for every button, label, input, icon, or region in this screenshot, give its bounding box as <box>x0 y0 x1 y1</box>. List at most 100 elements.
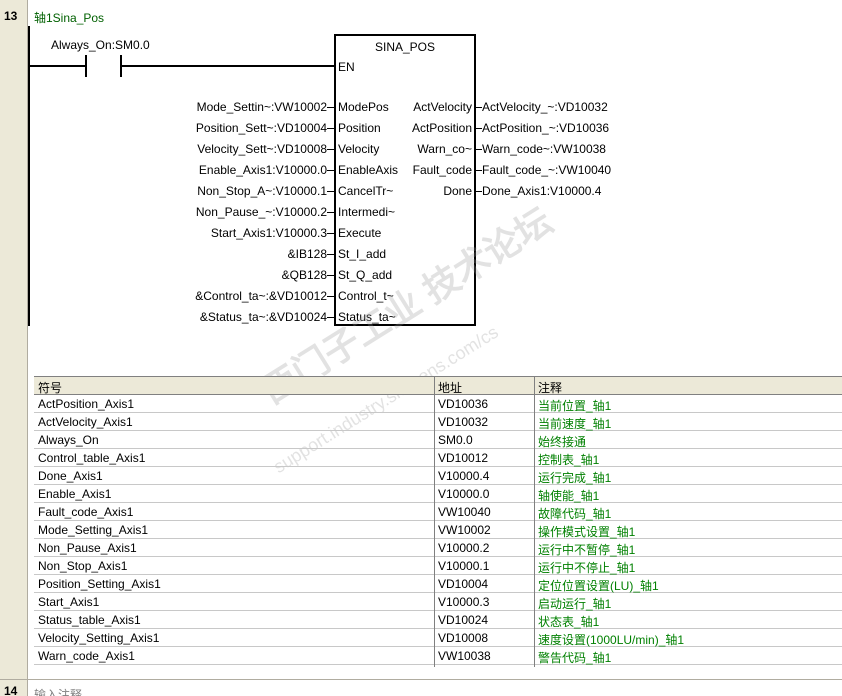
input-operand[interactable]: Position_Sett~:VD10004 <box>195 121 327 135</box>
input-operand[interactable]: Mode_Settin~:VW10002 <box>196 100 327 114</box>
comment-cell[interactable]: 启动运行_轴1 <box>538 597 612 611</box>
input-pin-wire <box>327 170 334 171</box>
comment-cell[interactable]: 始终接通 <box>538 435 587 449</box>
input-operand[interactable]: &QB128 <box>281 268 327 282</box>
address-cell[interactable]: V10000.3 <box>438 595 490 609</box>
input-pin: Execute <box>338 226 382 240</box>
input-pin-wire <box>327 254 334 255</box>
symbol-cell[interactable]: Fault_code_Axis1 <box>38 505 134 519</box>
contact-right-bar[interactable] <box>120 55 122 77</box>
symbol-cell[interactable]: Warn_code_Axis1 <box>38 649 135 663</box>
symbol-cell[interactable]: ActVelocity_Axis1 <box>38 415 133 429</box>
address-cell[interactable]: VD10036 <box>438 397 489 411</box>
table-row[interactable]: Always_On SM0.0 始终接通 <box>34 431 842 449</box>
symbol-cell[interactable]: Mode_Setting_Axis1 <box>38 523 149 537</box>
table-row[interactable]: Warn_code_Axis1 VW10038 警告代码_轴1 <box>34 647 842 665</box>
output-operand[interactable]: Warn_code~:VW10038 <box>482 142 606 156</box>
table-row[interactable]: Start_Axis1 V10000.3 启动运行_轴1 <box>34 593 842 611</box>
comment-cell[interactable]: 警告代码_轴1 <box>538 651 612 665</box>
address-cell[interactable]: V10000.0 <box>438 487 490 501</box>
input-operand[interactable]: Enable_Axis1:V10000.0 <box>198 163 327 177</box>
address-cell[interactable]: VD10032 <box>438 415 489 429</box>
address-cell[interactable]: SM0.0 <box>438 433 473 447</box>
comment-cell[interactable]: 定位位置设置(LU)_轴1 <box>538 579 659 593</box>
header-comment[interactable]: 注释 <box>538 381 563 395</box>
comment-cell[interactable]: 速度设置(1000LU/min)_轴1 <box>538 633 685 647</box>
symbol-cell[interactable]: Non_Stop_Axis1 <box>38 559 128 573</box>
address-cell[interactable]: VW10002 <box>438 523 491 537</box>
table-row[interactable]: Position_Setting_Axis1 VD10004 定位位置设置(LU)_… <box>34 575 842 593</box>
address-cell[interactable]: VD10004 <box>438 577 489 591</box>
symbol-cell[interactable]: Enable_Axis1 <box>38 487 112 501</box>
symbol-table: 符号 地址 注释 ActPosition_Axis1 VD10036 当前位置_轴1… <box>34 376 842 667</box>
table-row[interactable]: Fault_code_Axis1 VW10040 故障代码_轴1 <box>34 503 842 521</box>
input-operand[interactable]: Velocity_Sett~:VD10008 <box>197 142 327 156</box>
table-row[interactable]: Done_Axis1 V10000.4 运行完成_轴1 <box>34 467 842 485</box>
symbol-cell[interactable]: Start_Axis1 <box>38 595 100 609</box>
input-operand[interactable]: &IB128 <box>287 247 327 261</box>
address-cell[interactable]: VD10008 <box>438 631 489 645</box>
comment-cell[interactable]: 运行完成_轴1 <box>538 471 612 485</box>
comment-cell[interactable]: 状态表_轴1 <box>538 615 600 629</box>
input-pin: Control_t~ <box>338 289 394 303</box>
comment-cell[interactable]: 当前速度_轴1 <box>538 417 612 431</box>
symbol-cell[interactable]: Velocity_Setting_Axis1 <box>38 631 160 645</box>
network-comment[interactable]: 输入注释 <box>34 688 83 696</box>
symbol-cell[interactable]: Non_Pause_Axis1 <box>38 541 137 555</box>
network-title[interactable]: 轴1Sina_Pos <box>34 11 105 25</box>
header-symbol[interactable]: 符号 <box>38 381 63 395</box>
input-pin: Velocity <box>338 142 380 156</box>
output-pin-wire <box>476 191 482 192</box>
input-pin: CancelTr~ <box>338 184 394 198</box>
comment-cell[interactable]: 操作模式设置_轴1 <box>538 525 636 539</box>
table-row[interactable]: Status_table_Axis1 VD10024 状态表_轴1 <box>34 611 842 629</box>
input-operand[interactable]: &Status_ta~:&VD10024 <box>199 310 327 324</box>
table-row[interactable]: Velocity_Setting_Axis1 VD10008 速度设置(1000LU… <box>34 629 842 647</box>
output-pin-wire <box>476 149 482 150</box>
input-operand[interactable]: Non_Stop_A~:V10000.1 <box>197 184 327 198</box>
header-address[interactable]: 地址 <box>438 381 463 395</box>
output-operand[interactable]: Fault_code_~:VW10040 <box>482 163 612 177</box>
input-operand[interactable]: Start_Axis1:V10000.3 <box>210 226 327 240</box>
output-pin-wire <box>476 107 482 108</box>
symbol-cell[interactable]: ActPosition_Axis1 <box>38 397 135 411</box>
symbol-cell[interactable]: Status_table_Axis1 <box>38 613 141 627</box>
address-cell[interactable]: VD10024 <box>438 613 489 627</box>
symbol-cell[interactable]: Control_table_Axis1 <box>38 451 146 465</box>
address-cell[interactable]: VW10040 <box>438 505 491 519</box>
comment-cell[interactable]: 故障代码_轴1 <box>538 507 612 521</box>
address-cell[interactable]: VW10038 <box>438 649 491 663</box>
comment-cell[interactable]: 控制表_轴1 <box>538 453 600 467</box>
input-operand[interactable]: &Control_ta~:&VD10012 <box>195 289 327 303</box>
address-cell[interactable]: VD10012 <box>438 451 489 465</box>
output-operand[interactable]: ActPosition_~:VD10036 <box>482 121 610 135</box>
contact-left-bar[interactable] <box>85 55 87 77</box>
symbol-cell[interactable]: Done_Axis1 <box>38 469 103 483</box>
table-row[interactable]: Non_Stop_Axis1 V10000.1 运行中不停止_轴1 <box>34 557 842 575</box>
table-row[interactable]: ActVelocity_Axis1 VD10032 当前速度_轴1 <box>34 413 842 431</box>
table-row[interactable]: Control_table_Axis1 VD10012 控制表_轴1 <box>34 449 842 467</box>
rung-wire-left <box>30 65 85 67</box>
column-divider <box>434 377 435 667</box>
table-row[interactable]: Mode_Setting_Axis1 VW10002 操作模式设置_轴1 <box>34 521 842 539</box>
comment-cell[interactable]: 运行中不暂停_轴1 <box>538 543 636 557</box>
input-operand[interactable]: Non_Pause_~:V10000.2 <box>195 205 327 219</box>
table-row[interactable]: Enable_Axis1 V10000.0 轴使能_轴1 <box>34 485 842 503</box>
output-operand[interactable]: Done_Axis1:V10000.4 <box>482 184 602 198</box>
address-cell[interactable]: V10000.2 <box>438 541 490 555</box>
output-operand[interactable]: ActVelocity_~:VD10032 <box>482 100 608 114</box>
comment-cell[interactable]: 运行中不停止_轴1 <box>538 561 636 575</box>
comment-cell[interactable]: 当前位置_轴1 <box>538 399 612 413</box>
comment-cell[interactable]: 轴使能_轴1 <box>538 489 600 503</box>
symbol-cell[interactable]: Position_Setting_Axis1 <box>38 577 161 591</box>
symbol-cell[interactable]: Always_On <box>38 433 99 447</box>
sina-pos-block[interactable]: SINA_POS EN ModePos Position Velocity Enabl… <box>334 34 476 326</box>
table-row[interactable]: ActPosition_Axis1 VD10036 当前位置_轴1 <box>34 395 842 413</box>
input-pin-wire <box>327 149 334 150</box>
table-row[interactable]: Non_Pause_Axis1 V10000.2 运行中不暂停_轴1 <box>34 539 842 557</box>
address-cell[interactable]: V10000.1 <box>438 559 490 573</box>
network-number: 13 <box>4 9 18 23</box>
symbol-table-header: 符号 地址 注释 <box>34 377 842 395</box>
input-pin: Status_ta~ <box>338 310 396 324</box>
address-cell[interactable]: V10000.4 <box>438 469 490 483</box>
